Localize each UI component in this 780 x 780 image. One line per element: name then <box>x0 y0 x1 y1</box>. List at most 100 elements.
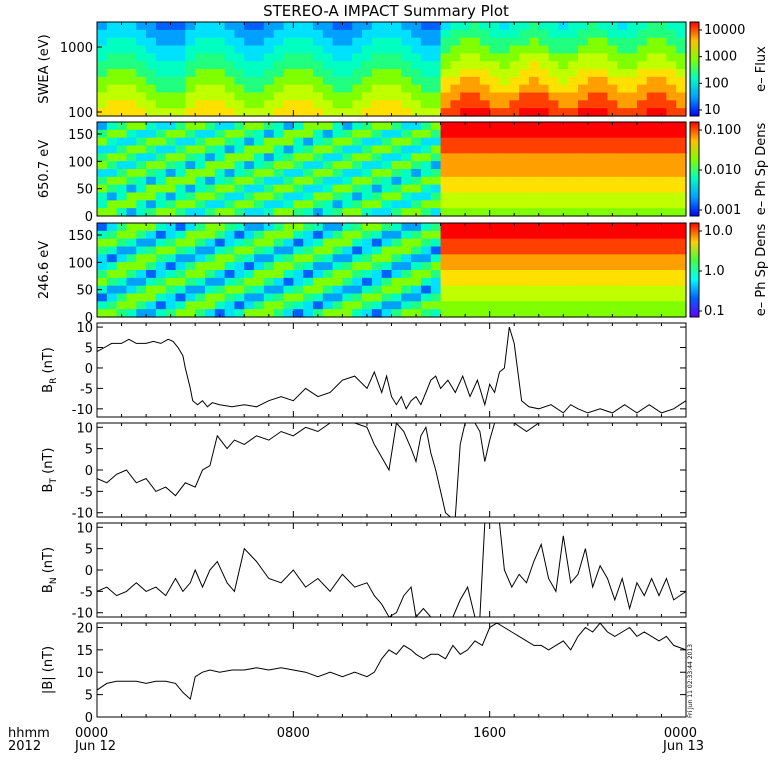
heatmap-cell <box>460 208 471 217</box>
heatmap-cell <box>136 92 147 101</box>
heatmap-cell <box>283 100 294 109</box>
heatmap-cell <box>430 176 442 186</box>
heatmap-cell <box>411 184 422 194</box>
heatmap-cell <box>185 129 196 139</box>
heatmap-cell <box>568 285 579 295</box>
heatmap-cell <box>312 301 324 310</box>
heatmap-cell <box>146 301 157 310</box>
heatmap-cell <box>460 293 471 302</box>
heatmap-cell <box>627 45 638 54</box>
heatmap-cell <box>528 45 540 54</box>
heatmap-cell <box>617 184 628 194</box>
heatmap-cell <box>460 246 471 255</box>
heatmap-cell <box>509 108 520 117</box>
heatmap-cell <box>460 108 471 117</box>
heatmap-cell <box>666 184 677 194</box>
heatmap-cell <box>617 293 628 302</box>
heatmap-cell <box>528 84 540 94</box>
heatmap-cell <box>627 277 638 287</box>
heatmap-cell <box>371 176 383 186</box>
heatmap-cell <box>430 122 442 131</box>
heatmap-cell <box>401 184 412 194</box>
heatmap-cell <box>234 262 245 271</box>
heatmap-cell <box>676 76 687 86</box>
heatmap-cell <box>322 53 334 62</box>
heatmap-cell <box>322 184 334 194</box>
heatmap-cell <box>97 192 108 201</box>
heatmap-cell <box>263 53 275 62</box>
heatmap-cell <box>509 262 520 271</box>
heatmap-cell <box>499 238 510 248</box>
heatmap-cell <box>391 29 402 39</box>
heatmap-cell <box>558 176 569 186</box>
heatmap-cell <box>283 161 294 170</box>
heatmap-cell <box>332 108 344 117</box>
heatmap-cell <box>636 184 648 194</box>
heatmap-cell <box>195 108 206 117</box>
heatmap-cell <box>568 270 579 279</box>
heatmap-cell <box>411 277 422 287</box>
heatmap-cell <box>362 254 373 263</box>
heatmap-cell <box>116 84 128 94</box>
heatmap-cell <box>519 129 530 139</box>
heatmap-cell <box>597 238 609 248</box>
heatmap-cell <box>646 208 658 217</box>
heatmap-cell <box>263 137 275 147</box>
heatmap-cell <box>411 192 422 201</box>
heatmap-cell <box>528 69 540 78</box>
heatmap-cell <box>450 45 461 54</box>
heatmap-cell <box>136 22 147 31</box>
heatmap-cell <box>450 262 461 271</box>
heatmap-cell <box>263 100 275 109</box>
heatmap-cell <box>224 246 236 255</box>
heatmap-cell <box>597 153 609 162</box>
heatmap-cell <box>538 169 550 178</box>
heatmap-cell <box>283 277 294 287</box>
heatmap-cell <box>273 29 285 39</box>
heatmap-cell <box>607 108 618 117</box>
heatmap-cell <box>273 293 285 302</box>
y-tick-label: 10 <box>76 521 93 536</box>
heatmap-cell <box>607 37 618 47</box>
heatmap-cell <box>509 208 520 217</box>
heatmap-cell <box>106 37 118 47</box>
heatmap-cell <box>195 122 206 131</box>
heatmap-cell <box>568 122 579 131</box>
heatmap-cell <box>450 208 461 217</box>
heatmap-cell <box>587 69 599 78</box>
heatmap-cell <box>578 169 589 178</box>
heatmap-cell <box>273 277 285 287</box>
heatmap-cell <box>401 76 412 86</box>
heatmap-cell <box>587 208 599 217</box>
heatmap-cell <box>656 100 667 109</box>
heatmap-cell <box>303 254 314 263</box>
heatmap-cell <box>185 29 196 39</box>
heatmap-cell <box>597 100 609 109</box>
heatmap-cell <box>185 137 196 147</box>
heatmap-cell <box>293 208 304 217</box>
heatmap-cell <box>381 270 393 279</box>
heatmap-cell <box>420 145 432 154</box>
heatmap-cell <box>440 192 451 201</box>
heatmap-cell <box>106 22 118 31</box>
heatmap-cell <box>597 230 609 240</box>
heatmap-cell <box>214 108 226 117</box>
heatmap-cell <box>293 230 304 240</box>
heatmap-cell <box>146 192 157 201</box>
heatmap-cell <box>578 145 589 154</box>
heatmap-cell <box>381 84 393 94</box>
heatmap-cell <box>155 285 167 295</box>
heatmap-cell <box>332 129 344 139</box>
heatmap-cell <box>97 200 108 209</box>
heatmap-cell <box>273 53 285 62</box>
heatmap-cell <box>126 161 137 170</box>
y-tick-label: -10 <box>72 403 93 418</box>
heatmap-cell <box>116 293 128 302</box>
heatmap-cell <box>627 238 638 248</box>
colorbar-tick-label: 10.0 <box>704 224 733 239</box>
heatmap-cell <box>499 92 510 101</box>
heatmap-cell <box>607 246 618 255</box>
heatmap-cell <box>146 238 157 248</box>
heatmap-cell <box>430 29 442 39</box>
